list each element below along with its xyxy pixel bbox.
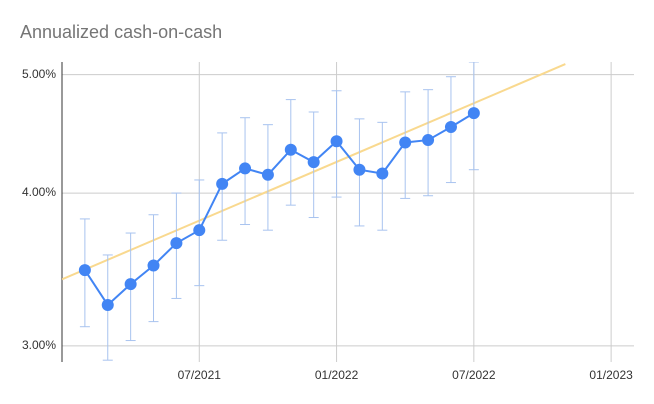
x-tick-label: 07/2022 — [452, 368, 496, 382]
point — [261, 168, 274, 181]
point — [353, 163, 366, 176]
x-tick-label: 01/2023 — [589, 368, 633, 382]
chart-title: Annualized cash-on-cash — [20, 22, 222, 42]
point — [330, 135, 343, 148]
y-tick-label: 5.00% — [22, 67, 56, 81]
y-tick-label: 3.00% — [22, 338, 56, 352]
point — [284, 143, 297, 156]
x-tick-label: 01/2022 — [315, 368, 359, 382]
point — [170, 237, 183, 250]
y-tick-label: 4.00% — [22, 185, 56, 199]
point — [78, 264, 91, 277]
point — [239, 162, 252, 175]
point — [376, 167, 389, 180]
point — [101, 298, 114, 311]
point — [399, 136, 412, 149]
point — [147, 259, 160, 272]
point — [467, 107, 480, 120]
point — [444, 121, 457, 134]
point — [124, 278, 137, 291]
point — [422, 134, 435, 147]
point — [216, 177, 229, 190]
x-tick-label: 07/2021 — [178, 368, 222, 382]
point — [193, 224, 206, 237]
point — [307, 156, 320, 169]
